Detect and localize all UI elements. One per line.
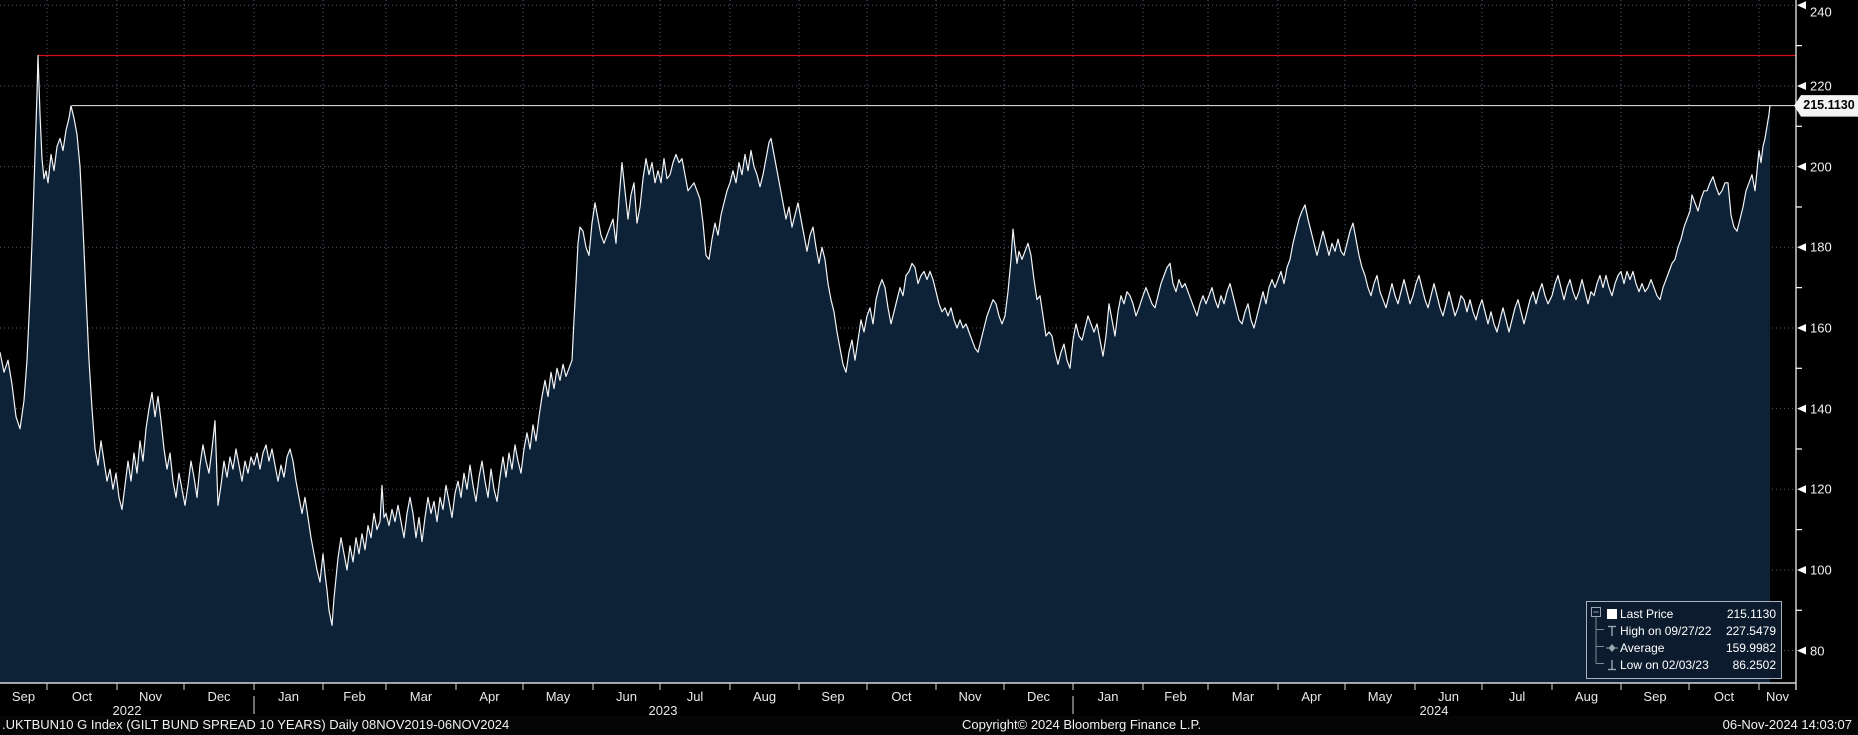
y-axis-label: 180 (1810, 239, 1832, 255)
x-axis-month-label: Feb (343, 689, 366, 704)
low-marker-icon (1608, 659, 1616, 670)
x-axis-month-label: May (545, 689, 571, 704)
x-axis-month-label: Mar (1231, 689, 1255, 704)
legend-value: 159.9982 (1725, 640, 1776, 655)
x-axis-month-label: Jun (616, 689, 637, 704)
x-axis-month-label: Sep (1643, 689, 1667, 704)
y-axis-label: 140 (1810, 401, 1832, 417)
x-axis-year-label: 2023 (648, 703, 678, 718)
x-axis-month-label: Jul (686, 689, 704, 704)
x-axis-month-label: Apr (479, 689, 500, 704)
x-axis-year-label: 2022 (112, 703, 142, 718)
x-axis-month-label: Mar (409, 689, 433, 704)
last-price-tag: 215.1130 (1803, 98, 1855, 113)
timestamp: 06-Nov-2024 14:03:07 (1722, 717, 1852, 732)
high-marker-icon (1608, 625, 1616, 636)
x-axis-month-label: Jun (1438, 689, 1459, 704)
x-axis-month-label: Oct (1713, 689, 1735, 704)
x-axis-month-label: Aug (1574, 689, 1599, 704)
x-axis-month-label: Jan (1097, 689, 1119, 704)
status-bar: .UKTBUN10 G Index (GILT BUND SPREAD 10 Y… (0, 716, 1858, 735)
legend-row-low: Low on 02/03/23 86.2502 (1605, 656, 1776, 673)
y-axis-label: 120 (1810, 481, 1832, 497)
x-axis-month-label: Feb (1164, 689, 1187, 704)
y-axis-label: 200 (1810, 159, 1832, 175)
legend-tree-expander-icon[interactable] (1587, 602, 1607, 680)
x-axis-month-label: Oct (891, 689, 912, 704)
y-axis-label: 220 (1810, 78, 1832, 94)
x-axis-month-label: Jan (278, 689, 299, 704)
y-axis-label: 80 (1810, 643, 1825, 659)
x-axis-month-label: Jul (1508, 689, 1526, 704)
ticker-description: .UKTBUN10 G Index (GILT BUND SPREAD 10 Y… (2, 717, 510, 732)
y-axis-label: 240 (1810, 4, 1832, 20)
copyright-text: Copyright© 2024 Bloomberg Finance L.P. (962, 717, 1202, 732)
legend-value: 227.5479 (1725, 623, 1776, 638)
x-axis-month-label: Nov (958, 689, 982, 704)
y-axis-label: 160 (1810, 320, 1832, 336)
legend-row-high: High on 09/27/22 227.5479 (1605, 622, 1776, 639)
legend-label: Low on 02/03/23 (1620, 657, 1709, 672)
x-axis-month-label: Nov (138, 689, 163, 704)
x-axis-month-label: Dec (1026, 689, 1051, 704)
x-axis-month-label: Nov (1765, 689, 1790, 704)
legend-row-average: Average 159.9982 (1605, 639, 1776, 656)
x-axis-month-label: Apr (1301, 689, 1322, 704)
x-axis-year-label: 2024 (1419, 703, 1449, 718)
legend-value: 215.1130 (1726, 606, 1776, 621)
x-axis-month-label: Aug (752, 689, 777, 704)
legend-label: Average (1620, 640, 1665, 655)
white-square-marker-icon (1607, 608, 1617, 619)
x-axis-month-label: Sep (11, 689, 36, 704)
average-marker-icon (1606, 643, 1618, 652)
y-axis-label: 100 (1810, 562, 1832, 578)
x-axis-month-label: May (1367, 689, 1393, 704)
x-axis-month-label: Dec (207, 689, 231, 704)
legend-value: 86.2502 (1732, 657, 1776, 672)
legend-row-last-price: Last Price 215.1130 (1605, 605, 1776, 622)
legend-label: Last Price (1620, 606, 1674, 621)
x-axis-month-label: Sep (821, 689, 845, 704)
legend-box[interactable]: Last Price 215.1130 High on 09/27/22 227… (1586, 601, 1782, 679)
legend-label: High on 09/27/22 (1620, 623, 1712, 638)
x-axis-month-label: Oct (71, 689, 93, 704)
